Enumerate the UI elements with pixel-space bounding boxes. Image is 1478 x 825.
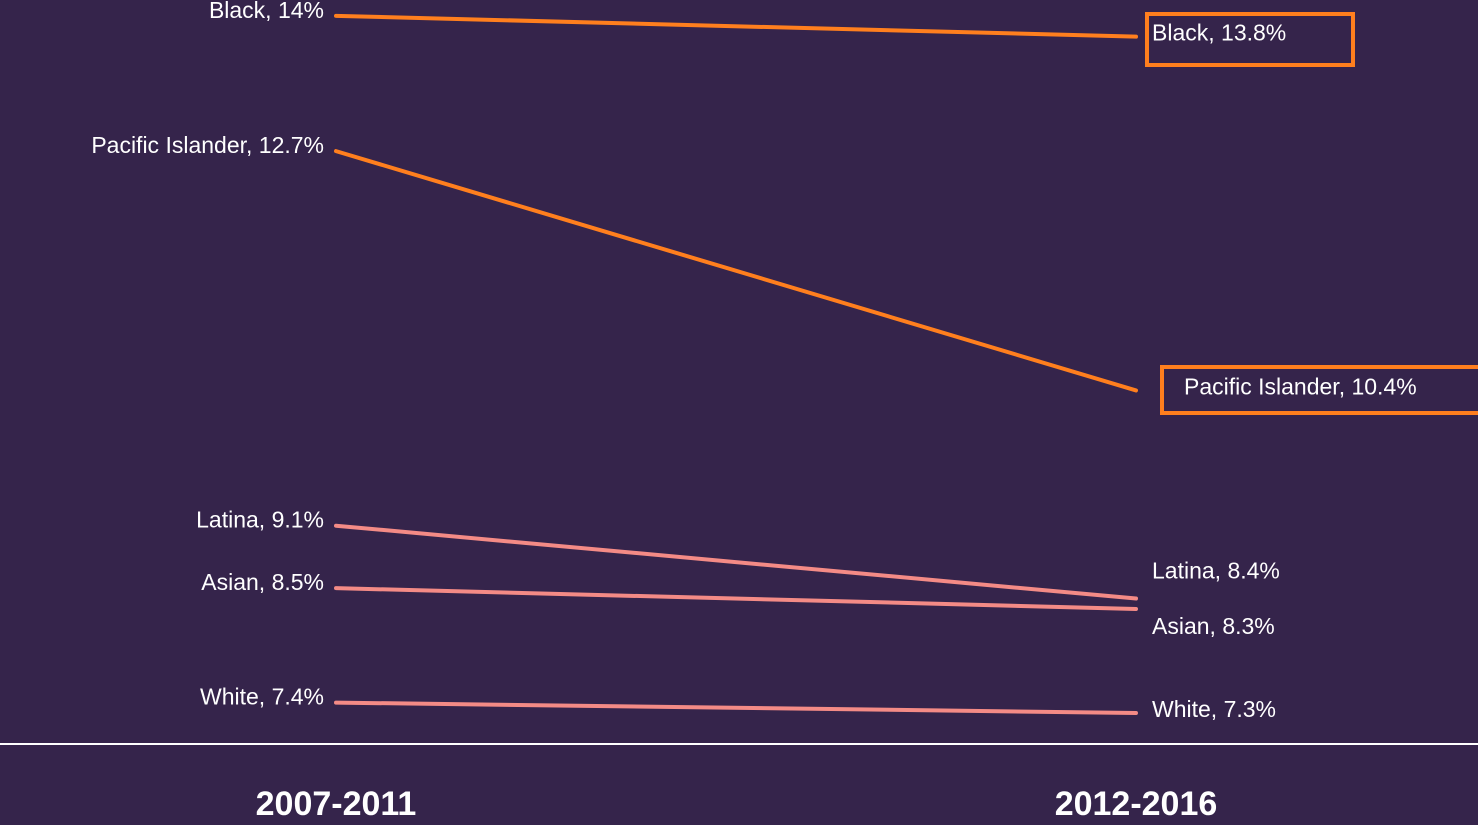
series-line-asian xyxy=(334,586,1138,611)
label-start-asian: Asian, 8.5% xyxy=(201,569,324,595)
series-line-black xyxy=(334,13,1138,39)
label-start-black: Black, 14% xyxy=(209,0,324,23)
series-line-white xyxy=(334,700,1138,715)
series-layer: Black, 14% Black, 13.8% Pacific Islander, … xyxy=(91,0,1478,722)
label-end-latina: Latina, 8.4% xyxy=(1152,558,1280,584)
series-line-pacific-islander xyxy=(334,149,1138,393)
highlight-box-pacific-islander xyxy=(1160,365,1478,415)
label-end-white: White, 7.3% xyxy=(1152,696,1276,722)
label-start-pacific-islander: Pacific Islander, 12.7% xyxy=(91,132,324,158)
label-start-latina: Latina, 9.1% xyxy=(196,507,324,533)
label-end-pacific-islander: Pacific Islander, 10.4% xyxy=(1184,373,1417,399)
period-label-start: 2007-2011 xyxy=(256,785,417,823)
period-label-end: 2012-2016 xyxy=(1055,785,1218,823)
label-end-asian: Asian, 8.3% xyxy=(1152,613,1275,639)
highlight-box-black xyxy=(1145,12,1355,67)
series-line-latina xyxy=(334,523,1138,601)
label-start-white: White, 7.4% xyxy=(200,684,324,710)
label-end-black: Black, 13.8% xyxy=(1152,20,1286,46)
